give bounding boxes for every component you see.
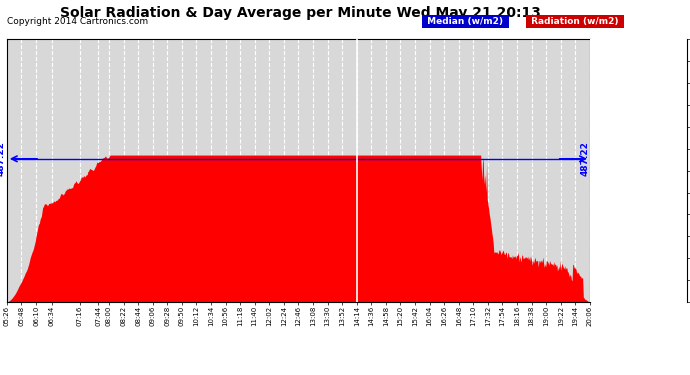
Text: 487.22: 487.22 xyxy=(0,141,6,176)
Text: Solar Radiation & Day Average per Minute Wed May 21 20:13: Solar Radiation & Day Average per Minute… xyxy=(60,6,540,20)
Text: Radiation (w/m2): Radiation (w/m2) xyxy=(528,17,622,26)
Text: 487.22: 487.22 xyxy=(581,141,590,176)
Text: Copyright 2014 Cartronics.com: Copyright 2014 Cartronics.com xyxy=(7,17,148,26)
Text: Median (w/m2): Median (w/m2) xyxy=(424,17,506,26)
